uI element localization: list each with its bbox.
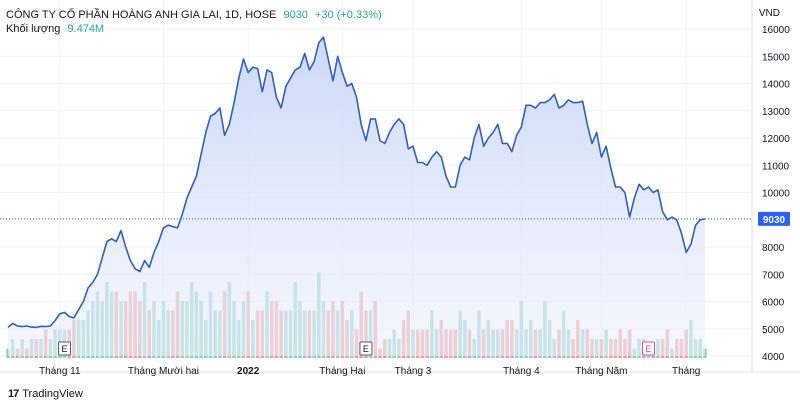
earnings-marker xyxy=(359,341,373,356)
last-price-line: 9030 xyxy=(0,211,790,226)
currency-label: VND xyxy=(758,8,780,19)
y-tick-label: 16000 xyxy=(762,25,790,36)
x-tick-label: Tháng xyxy=(672,366,700,377)
y-tick-label: 14000 xyxy=(762,80,790,91)
symbol-title: CÔNG TY CỔ PHẦN HOÀNG ANH GIA LAI, 1D, H… xyxy=(6,9,277,21)
price-change: +30 (+0.33%) xyxy=(315,9,382,21)
chart-legend: CÔNG TY CỔ PHẦN HOÀNG ANH GIA LAI, 1D, H… xyxy=(6,8,382,22)
tradingview-attribution[interactable]: 17 TradingView xyxy=(8,388,83,400)
x-tick-label: Tháng Năm xyxy=(575,366,627,377)
y-axis: 4000 5000 6000 7000 8000 10000 11000 12000 13000… xyxy=(762,25,790,363)
last-price-tag xyxy=(758,211,790,226)
y-tick-label: 7000 xyxy=(762,270,785,281)
y-tick-label: 15000 xyxy=(762,52,790,63)
earnings-marker-label: E xyxy=(363,344,369,354)
current-price: 9030 xyxy=(283,9,308,21)
tradingview-logo-icon: 17 xyxy=(8,388,19,400)
brand-name: TradingView xyxy=(22,388,83,400)
y-tick-label: 5000 xyxy=(762,325,785,336)
x-tick-label: 2022 xyxy=(237,366,260,377)
y-tick-label: 8000 xyxy=(762,243,785,254)
x-tick-label: Tháng Hai xyxy=(319,366,365,377)
earnings-marker-label: E xyxy=(645,344,651,354)
last-price-label: 9030 xyxy=(763,215,786,226)
volume-bar xyxy=(6,348,10,358)
x-tick-label: Tháng 3 xyxy=(395,366,432,377)
x-tick-label: Tháng Mười hai xyxy=(128,366,199,377)
x-tick-label: Tháng 11 xyxy=(39,366,81,377)
earnings-marker xyxy=(58,341,72,356)
volume-label: Khối lượng xyxy=(6,23,61,35)
y-tick-label: 11000 xyxy=(762,161,790,172)
price-line xyxy=(7,36,706,329)
y-tick-label: 10000 xyxy=(762,189,790,200)
earnings-marker xyxy=(641,341,655,356)
volume-value: 9.474M xyxy=(67,23,105,35)
x-tick-label: Tháng 4 xyxy=(503,366,540,377)
earnings-marker-label: E xyxy=(62,344,68,354)
y-tick-label: 13000 xyxy=(762,107,790,118)
y-tick-label: 6000 xyxy=(762,298,785,309)
y-tick-label: 4000 xyxy=(762,352,785,363)
price-area-fill xyxy=(8,37,705,356)
price-area xyxy=(7,36,706,356)
y-tick-label: 12000 xyxy=(762,134,790,145)
x-axis: Tháng 11 Tháng Mười hai 2022 Tháng Hai Tháng… xyxy=(39,366,700,377)
volume-legend: Khối lượng 9.474M xyxy=(6,22,104,36)
